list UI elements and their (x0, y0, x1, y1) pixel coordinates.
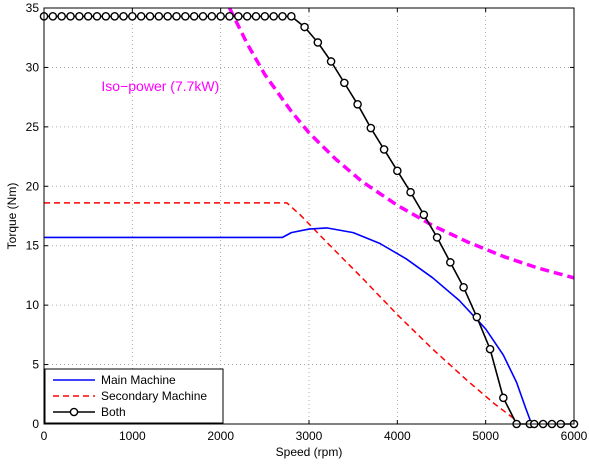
series-main-machine (44, 227, 533, 425)
series-line-iso-power-7-7kw (227, 7, 575, 280)
y-tick-label: 20 (26, 179, 40, 193)
x-tick-label: 4000 (384, 429, 411, 443)
x-tick-label: 1000 (119, 429, 146, 443)
x-axis-label: Speed (rpm) (276, 445, 343, 459)
series-line-secondary-machine (44, 202, 522, 425)
data-point-both (181, 12, 190, 21)
y-tick-label: 25 (26, 120, 40, 134)
legend-entry: Both (53, 405, 126, 419)
data-point-both (472, 312, 482, 322)
y-tick-label: 35 (26, 1, 40, 15)
data-point-both (119, 12, 128, 21)
y-tick-label: 10 (26, 298, 40, 312)
data-point-both (260, 12, 270, 21)
data-point-both (278, 12, 287, 21)
data-point-both (172, 12, 181, 21)
data-point-both (136, 12, 146, 21)
data-point-both (83, 12, 93, 21)
data-point-both (234, 12, 243, 21)
legend-label: Main Machine (101, 373, 176, 387)
x-tick-label: 2000 (207, 429, 234, 443)
data-point-both (269, 12, 278, 21)
data-point-both (432, 233, 442, 242)
series-iso-power-7-7kw (227, 7, 575, 280)
data-point-both (406, 187, 415, 197)
data-point-both (251, 12, 261, 21)
series-line-main-machine (44, 227, 533, 425)
data-point-both (163, 12, 172, 21)
axis-ticks: 0 1000 2000 3000 4000 5000 6000 0 5 10 15 20 25 30 35 (26, 1, 588, 443)
data-point-both (340, 78, 349, 88)
series-secondary-machine (44, 202, 522, 425)
y-tick-label: 30 (26, 60, 40, 74)
legend-marker (69, 407, 79, 417)
data-point-both (128, 12, 137, 21)
data-point-both (189, 12, 199, 21)
data-point-both (300, 22, 309, 32)
legend: Main Machine Secondary Machine Both (44, 368, 224, 424)
data-point-both (499, 393, 508, 403)
data-point-both (485, 344, 495, 354)
legend-entry: Main Machine (53, 373, 176, 387)
data-point-both (110, 12, 119, 21)
data-point-both (92, 12, 102, 21)
y-axis-label: Torque (Nm) (5, 183, 19, 250)
data-point-both (75, 12, 84, 21)
data-point-both (459, 283, 468, 292)
data-point-both (207, 12, 217, 21)
data-point-both (287, 12, 296, 21)
y-tick-label: 5 (32, 358, 39, 372)
data-point-both (393, 166, 402, 176)
data-point-both (216, 12, 225, 21)
data-point-both (198, 12, 208, 21)
data-point-both (379, 145, 389, 154)
data-point-both (326, 57, 336, 66)
iso-power-annotation: Iso−power (7.7kW) (101, 78, 219, 94)
legend-label: Secondary Machine (101, 389, 207, 403)
x-tick-label: 6000 (561, 429, 588, 443)
x-tick-label: 0 (41, 429, 48, 443)
x-tick-label: 5000 (472, 429, 499, 443)
grid-lines (44, 8, 574, 424)
data-point-both (57, 12, 66, 21)
data-point-both (154, 12, 164, 21)
data-point-both (225, 12, 234, 21)
data-point-both (101, 12, 111, 21)
data-point-both (242, 12, 252, 21)
y-tick-label: 0 (32, 417, 39, 431)
data-point-both (366, 123, 376, 133)
legend-entry: Secondary Machine (53, 389, 207, 403)
data-point-both (419, 210, 429, 220)
data-point-both (66, 12, 75, 21)
data-point-both (48, 12, 58, 21)
data-point-both (353, 99, 362, 109)
series-line-both (44, 15, 574, 425)
data-point-both (145, 12, 155, 21)
data-point-both (313, 38, 323, 47)
y-tick-label: 15 (26, 239, 40, 253)
legend-label: Both (101, 405, 126, 419)
data-point-both (446, 258, 455, 267)
x-tick-label: 3000 (296, 429, 323, 443)
